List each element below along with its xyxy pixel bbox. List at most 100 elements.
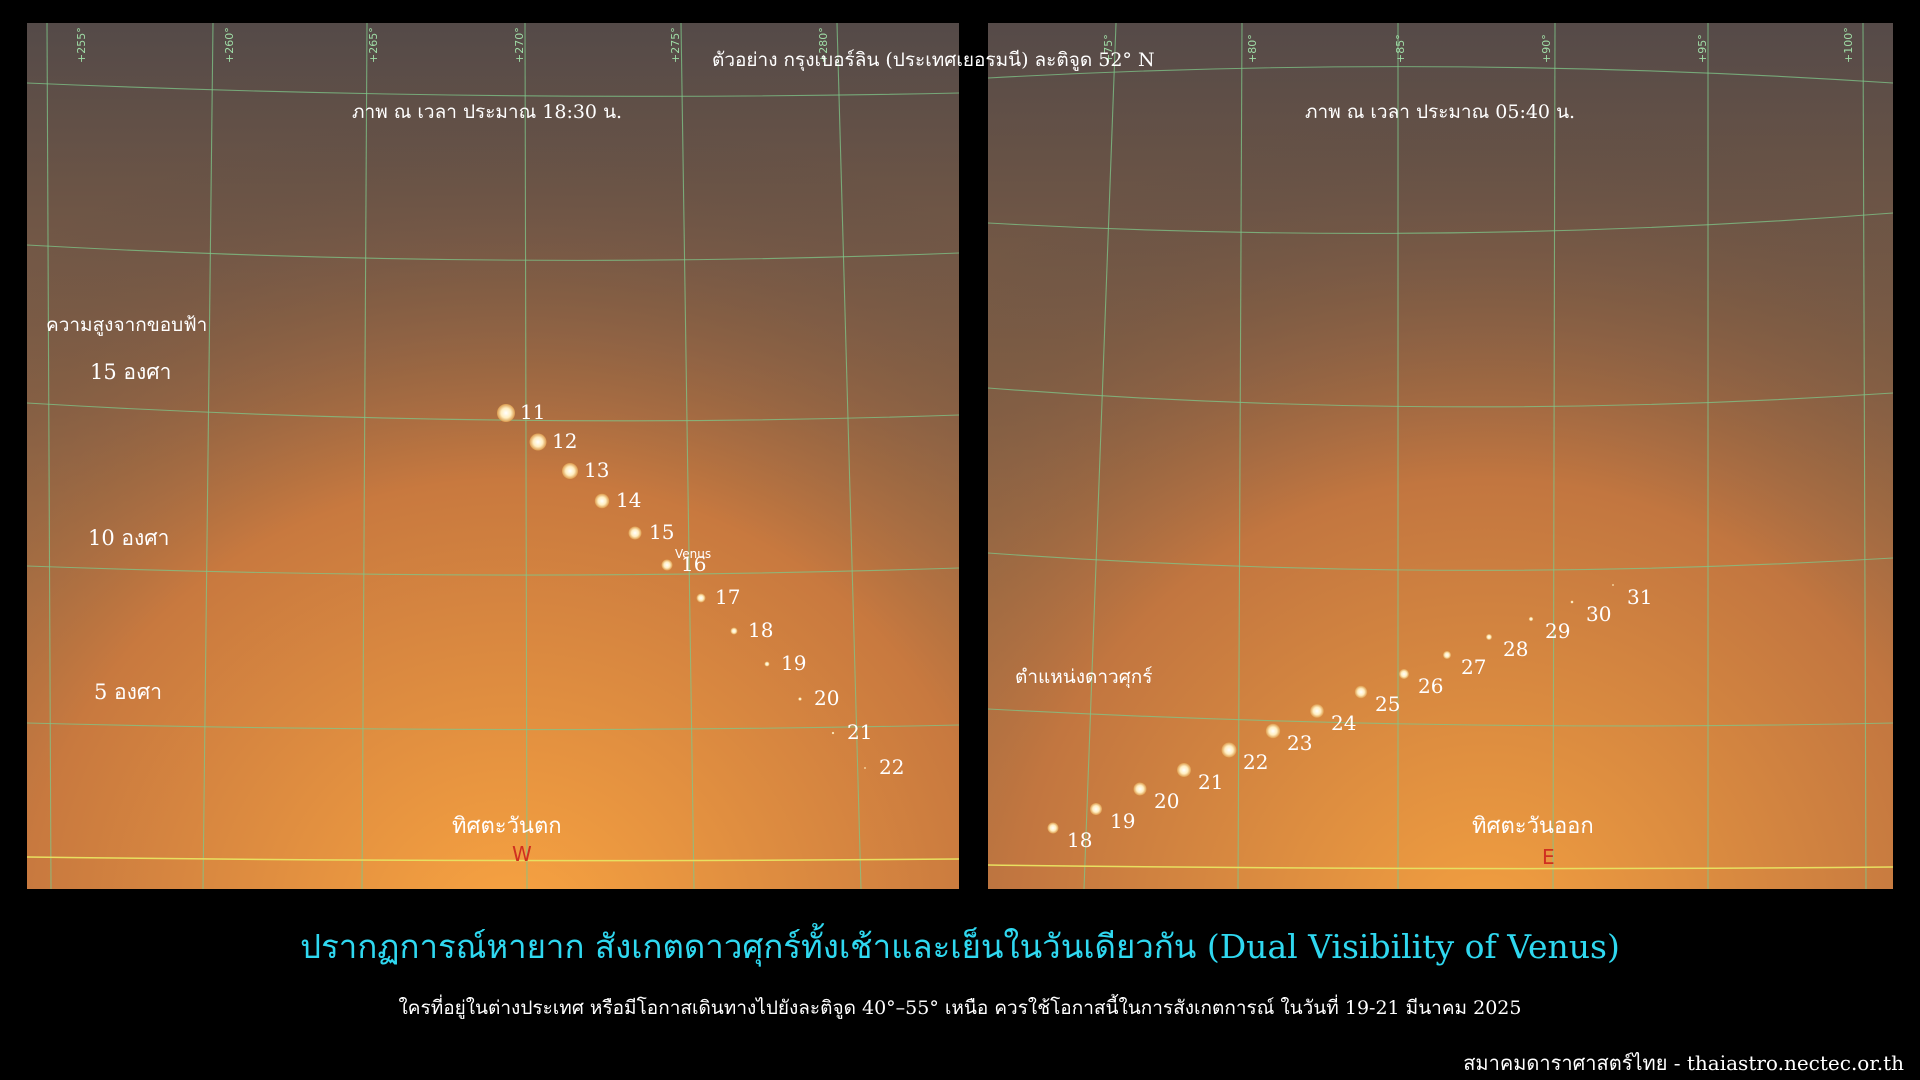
morning-time-caption: ภาพ ณ เวลา ประมาณ 05:40 น. — [1305, 101, 1576, 123]
venus-date-label: 17 — [715, 585, 740, 609]
venus-date-label: 18 — [748, 618, 773, 642]
morning-sky-chart: +75° +80° +85° +90° +95° +100° 18 19 20 21 22 23 24 2… — [988, 23, 1893, 889]
evening-time-caption: ภาพ ณ เวลา ประมาณ 18:30 น. — [352, 101, 623, 123]
azimuth-grid-line — [680, 23, 695, 889]
venus-date-label: 27 — [1461, 655, 1486, 679]
venus-position-marker — [1354, 685, 1368, 699]
altitude-axis-title: ความสูงจากขอบฟ้า — [46, 314, 208, 336]
altitude-grid-line — [27, 722, 959, 731]
morning-sky-panel: +75° +80° +85° +90° +95° +100° 18 19 20 21 22 23 24 2… — [988, 23, 1893, 889]
twilight-glow — [27, 23, 959, 889]
venus-position-marker — [1399, 669, 1409, 679]
venus-position-marker — [1310, 704, 1324, 718]
venus-date-label: 12 — [552, 429, 577, 453]
venus-date-label: 20 — [814, 686, 839, 710]
altitude-label-15: 15 องศา — [90, 360, 172, 384]
credit: สมาคมดาราศาสตร์ไทย - thaiastro.nectec.or… — [1463, 1051, 1904, 1075]
venus-position-marker — [1528, 616, 1534, 622]
venus-position-marker — [1443, 651, 1451, 659]
azimuth-tick-label: +80° — [1246, 34, 1259, 63]
azimuth-grid-line — [836, 23, 862, 889]
azimuth-grid-line — [1083, 23, 1117, 889]
altitude-grid-line — [988, 212, 1893, 234]
venus-date-label: 20 — [1154, 789, 1179, 813]
compass-e: E — [1542, 845, 1555, 869]
azimuth-tick-label: +95° — [1696, 34, 1709, 63]
azimuth-tick-label: +90° — [1540, 34, 1553, 63]
venus-position-marker — [529, 433, 547, 451]
venus-position-marker — [1612, 584, 1614, 586]
venus-date-label: 31 — [1627, 585, 1652, 609]
altitude-grid-line — [988, 552, 1893, 571]
azimuth-grid-line — [361, 23, 368, 889]
venus-position-marker — [831, 731, 835, 735]
altitude-grid-line — [988, 708, 1893, 727]
venus-position-marker — [594, 493, 610, 509]
venus-date-label: 15 — [649, 520, 674, 544]
venus-date-label: 25 — [1375, 692, 1400, 716]
horizon-line — [988, 864, 1893, 870]
altitude-grid-line — [988, 387, 1893, 408]
venus-position-marker — [798, 697, 802, 701]
compass-w: W — [512, 842, 532, 866]
evening-sky-panel: +255° +260° +265° +270° +275° +280° 11 12 13 14 15… — [27, 23, 959, 889]
venus-object-label: Venus — [675, 547, 711, 561]
venus-position-marker — [562, 463, 578, 479]
venus-position-marker — [628, 526, 642, 540]
altitude-grid-line — [988, 66, 1893, 84]
venus-position-marker — [764, 661, 770, 667]
venus-position-marker — [730, 627, 738, 635]
altitude-grid-line — [27, 82, 959, 97]
venus-position-marker — [1177, 763, 1191, 777]
azimuth-tick-label: +280° — [817, 27, 830, 63]
azimuth-tick-label: +265° — [367, 27, 380, 63]
venus-position-marker — [696, 593, 706, 603]
venus-date-label: 11 — [520, 400, 545, 424]
venus-date-label: 21 — [1198, 770, 1223, 794]
venus-date-label: 30 — [1586, 602, 1611, 626]
venus-date-label: 22 — [879, 755, 904, 779]
azimuth-grid-line — [1862, 23, 1867, 889]
venus-date-label: 19 — [1110, 809, 1135, 833]
azimuth-grid-line — [202, 23, 214, 889]
altitude-grid-line — [27, 244, 959, 261]
azimuth-tick-label: +260° — [223, 27, 236, 63]
azimuth-grid-line — [1552, 23, 1556, 889]
location-note: ตัวอย่าง กรุงเบอร์ลิน (ประเทศเยอรมนี) ละ… — [712, 49, 1155, 71]
main-title: ปรากฏการณ์หายาก สังเกตดาวศุกร์ทั้งเช้าแล… — [300, 927, 1620, 966]
venus-position-marker — [864, 767, 866, 769]
venus-position-marker — [1265, 723, 1281, 739]
venus-position-marker — [1047, 822, 1059, 834]
venus-date-label: 23 — [1287, 731, 1312, 755]
venus-date-label: 21 — [847, 720, 872, 744]
azimuth-tick-label: +85° — [1394, 34, 1407, 63]
venus-date-label: 19 — [781, 651, 806, 675]
venus-position-label: ตำแหน่งดาวศุกร์ — [1015, 666, 1153, 688]
venus-position-marker — [1486, 634, 1492, 640]
azimuth-tick-label: +270° — [513, 27, 526, 63]
venus-date-label: 16 — [681, 552, 706, 576]
venus-position-marker — [1221, 742, 1237, 758]
azimuth-tick-label: +75° — [1102, 34, 1115, 63]
venus-position-marker — [497, 404, 515, 422]
azimuth-tick-label: +255° — [75, 27, 88, 63]
venus-position-marker — [661, 559, 673, 571]
venus-position-marker — [1133, 782, 1147, 796]
venus-date-label: 14 — [616, 488, 641, 512]
azimuth-grid-line — [46, 23, 52, 889]
venus-date-label: 24 — [1331, 711, 1356, 735]
evening-sky-chart: +255° +260° +265° +270° +275° +280° 11 12 13 14 15… — [27, 23, 959, 889]
azimuth-tick-label: +275° — [669, 27, 682, 63]
subtitle: ใครที่อยู่ในต่างประเทศ หรือมีโอกาสเดินทา… — [398, 997, 1522, 1019]
venus-position-marker — [1090, 803, 1102, 815]
venus-date-label: 18 — [1067, 828, 1092, 852]
venus-date-label: 29 — [1545, 619, 1570, 643]
azimuth-grid-line — [524, 23, 528, 889]
west-direction-label: ทิศตะวันตก — [452, 814, 562, 839]
venus-date-label: 28 — [1503, 637, 1528, 661]
altitude-grid-line — [27, 565, 959, 576]
azimuth-grid-line — [1237, 23, 1243, 889]
venus-date-label: 26 — [1418, 674, 1443, 698]
east-direction-label: ทิศตะวันออก — [1472, 814, 1594, 839]
altitude-grid-line — [27, 402, 959, 422]
